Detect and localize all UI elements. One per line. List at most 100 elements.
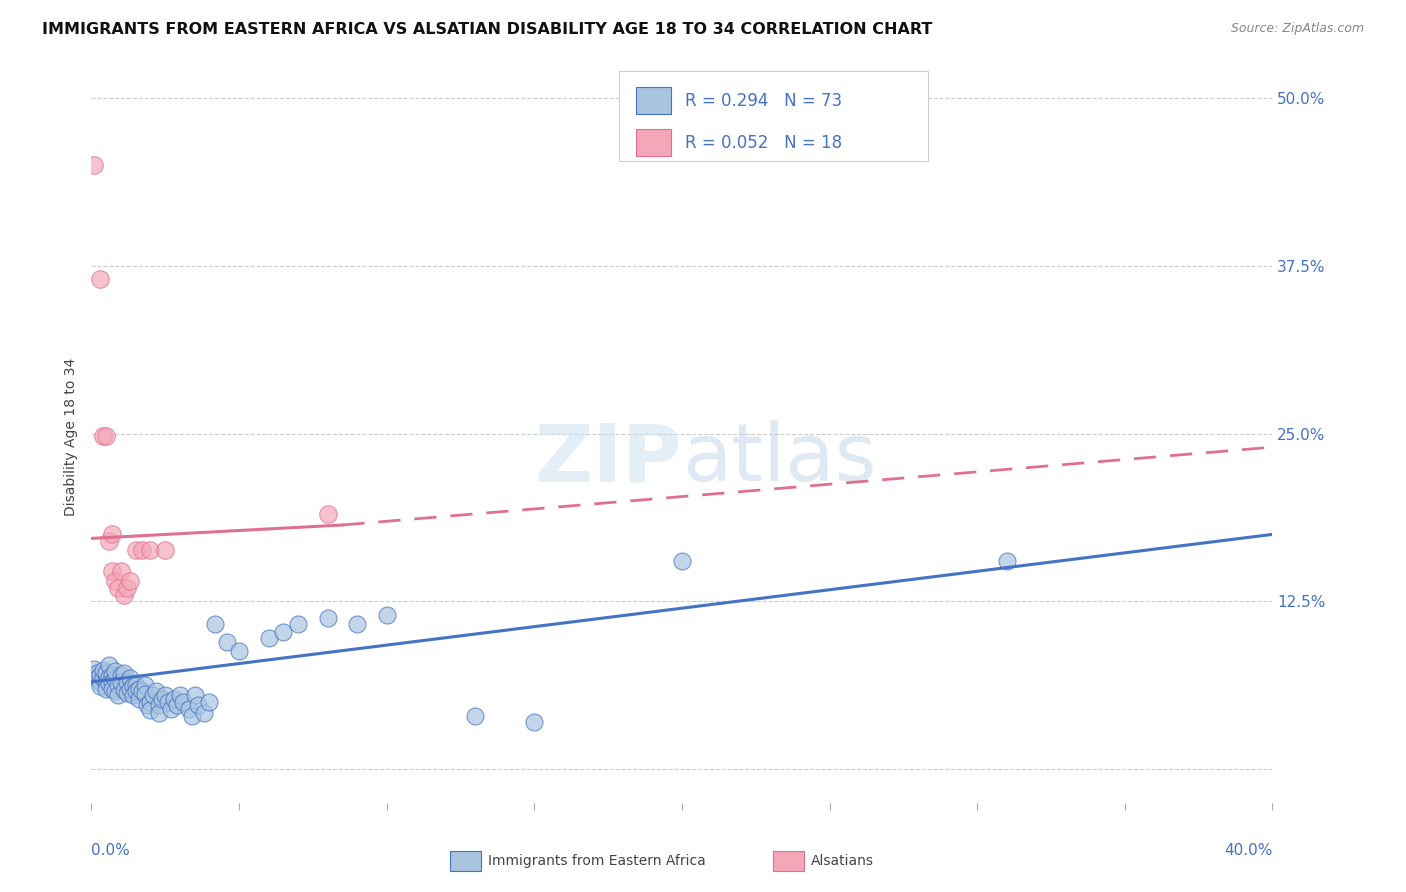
Point (346, 617, 368, 632)
Text: 0.0%: 0.0% (91, 843, 131, 858)
Point (89, 675, 111, 690)
Point (187, 698, 209, 712)
Text: Source: ZipAtlas.com: Source: ZipAtlas.com (1230, 22, 1364, 36)
Point (98, 534, 121, 549)
Point (101, 668, 124, 682)
Point (131, 684, 153, 698)
Point (89, 272, 111, 286)
Point (86, 665, 108, 680)
Text: R = 0.294   N = 73: R = 0.294 N = 73 (685, 92, 842, 110)
Point (83, 662, 105, 676)
Point (153, 689, 177, 703)
Point (104, 665, 127, 679)
Text: R = 0.052   N = 18: R = 0.052 N = 18 (685, 134, 842, 152)
Point (118, 574, 141, 589)
Point (523, 715, 546, 730)
Point (112, 683, 135, 698)
Point (145, 684, 167, 698)
Point (316, 610, 339, 624)
Text: 40.0%: 40.0% (1225, 843, 1272, 858)
Point (124, 684, 148, 698)
Point (193, 706, 215, 720)
Point (112, 588, 135, 602)
Point (150, 692, 173, 706)
Point (104, 673, 127, 687)
Point (128, 692, 150, 706)
Point (198, 695, 221, 709)
Point (98, 670, 121, 684)
Point (316, 508, 339, 522)
Point (124, 543, 148, 558)
Point (375, 607, 398, 622)
Point (107, 581, 129, 595)
Point (89, 668, 111, 682)
Point (115, 686, 138, 700)
Text: atlas: atlas (682, 420, 876, 498)
Point (671, 554, 693, 568)
Point (98, 676, 121, 690)
Text: IMMIGRANTS FROM EASTERN AFRICA VS ALSATIAN DISABILITY AGE 18 TO 34 CORRELATION C: IMMIGRANTS FROM EASTERN AFRICA VS ALSATI… (42, 22, 932, 37)
Point (110, 564, 132, 578)
Point (217, 634, 239, 648)
Point (169, 689, 191, 703)
Point (180, 708, 202, 723)
Point (89, 679, 111, 693)
Point (91, 671, 114, 685)
Text: Alsatians: Alsatians (811, 854, 875, 868)
Point (172, 695, 194, 709)
Point (183, 689, 207, 703)
Point (163, 692, 186, 706)
Point (153, 543, 177, 558)
Point (107, 678, 129, 692)
Text: ZIP: ZIP (534, 420, 682, 498)
Point (257, 631, 280, 645)
Point (101, 675, 124, 690)
Point (124, 678, 148, 692)
Point (166, 698, 188, 712)
Point (118, 681, 141, 696)
Point (142, 689, 165, 703)
Point (110, 668, 132, 682)
Point (121, 689, 143, 703)
Point (128, 681, 150, 696)
Point (136, 698, 159, 712)
Point (86, 671, 108, 685)
Point (96, 665, 118, 680)
Point (139, 695, 162, 709)
Point (115, 581, 138, 595)
Point (134, 687, 156, 701)
Point (204, 617, 226, 632)
Point (287, 617, 309, 632)
Point (91, 663, 114, 677)
Text: Immigrants from Eastern Africa: Immigrants from Eastern Africa (488, 854, 706, 868)
Point (177, 702, 200, 716)
Point (110, 675, 132, 690)
Point (131, 543, 153, 558)
Point (139, 543, 162, 558)
Point (139, 703, 162, 717)
Point (96, 681, 118, 696)
Point (104, 684, 127, 698)
Point (101, 564, 124, 578)
Point (98, 657, 121, 672)
Point (148, 706, 170, 720)
Point (118, 671, 141, 685)
Point (96, 673, 118, 688)
Point (101, 527, 124, 541)
Point (112, 665, 135, 680)
Point (83, 158, 105, 172)
Point (464, 708, 486, 723)
Point (104, 574, 127, 589)
Point (148, 698, 170, 712)
Point (273, 625, 295, 640)
Point (91, 429, 114, 443)
Point (107, 689, 129, 703)
Y-axis label: Disability Age 18 to 34: Disability Age 18 to 34 (65, 358, 79, 516)
Point (160, 702, 183, 716)
Point (995, 554, 1018, 568)
Point (134, 678, 156, 692)
Point (96, 429, 118, 443)
Point (115, 675, 138, 690)
Point (101, 681, 124, 696)
Point (157, 695, 180, 709)
